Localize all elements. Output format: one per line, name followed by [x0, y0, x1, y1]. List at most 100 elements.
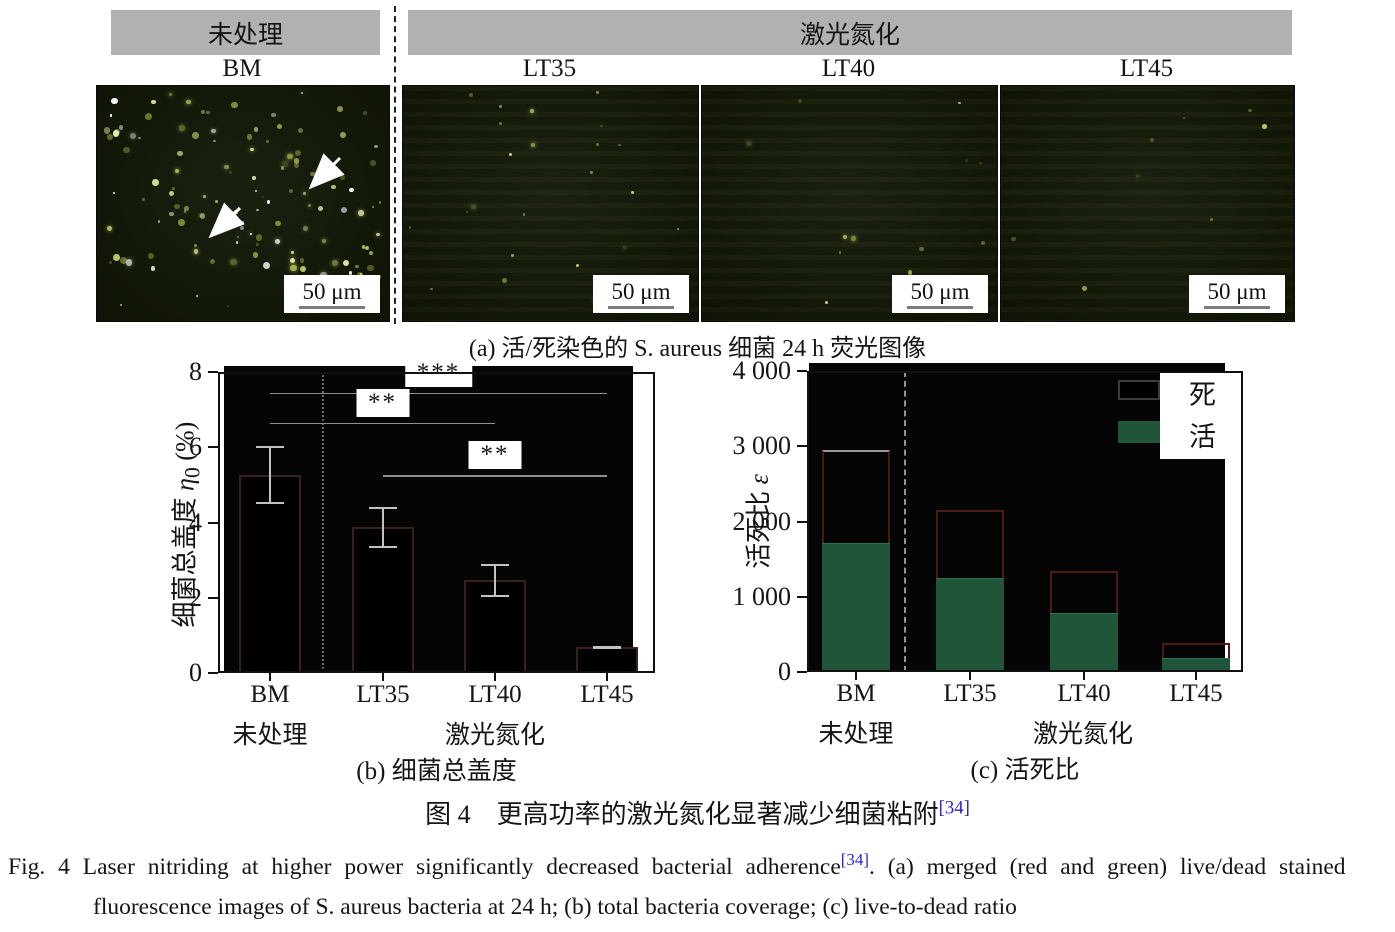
reference-superscript[interactable]: [34]	[938, 797, 970, 819]
speck	[262, 262, 270, 270]
y-tick-mark	[208, 371, 218, 373]
x-tick-mark	[1195, 672, 1197, 680]
speck	[595, 142, 600, 147]
speck	[174, 203, 180, 210]
bar-lt35	[352, 527, 414, 673]
speck	[838, 251, 842, 255]
legend-swatch-dead	[1118, 380, 1160, 400]
speck	[1248, 108, 1252, 113]
speck	[200, 109, 206, 114]
speck	[109, 114, 113, 117]
y-tick-mark	[797, 445, 807, 448]
speck	[368, 250, 374, 256]
error-bar-cap-bottom	[481, 594, 509, 597]
scale-bar-line	[907, 305, 973, 309]
speck	[300, 91, 303, 94]
scale-bar-lt45: 50 μm	[1189, 275, 1285, 313]
speck	[172, 186, 176, 190]
speck	[206, 110, 210, 115]
speck	[294, 150, 301, 157]
y-tick-label: 0	[778, 657, 791, 686]
speck	[275, 239, 281, 245]
speck	[530, 142, 535, 147]
speck	[378, 201, 382, 205]
speck	[120, 257, 128, 265]
speck	[169, 211, 174, 216]
speck	[298, 128, 304, 133]
legend-label-dead: 死	[1189, 380, 1216, 410]
speck	[290, 264, 297, 272]
panel-a-caption: (a) 活/死染色的 S. aureus 细菌 24 h 荧光图像	[468, 336, 927, 362]
y-tick-label: 8	[189, 357, 202, 386]
x-tick-mark	[969, 672, 971, 680]
speck	[192, 132, 199, 139]
speck	[623, 246, 627, 250]
micrograph-lt35: 50 μm	[402, 85, 699, 322]
speck	[150, 266, 156, 271]
speck	[290, 250, 294, 254]
live-bar-lt40	[1050, 612, 1118, 672]
micrograph-lt45: 50 μm	[1000, 85, 1295, 322]
speck	[255, 242, 260, 247]
x-tick-label-lt40: LT40	[1057, 680, 1111, 707]
speck	[471, 204, 476, 210]
scale-bar-line	[1204, 305, 1270, 309]
y-tick-label: 4 000	[732, 356, 792, 385]
speck	[267, 200, 271, 204]
group-header-laser-nitrided: 激光氮化	[408, 10, 1292, 55]
speck	[280, 166, 285, 170]
speck	[1210, 218, 1213, 221]
scale-bar-text: 50 μm	[1207, 278, 1267, 304]
speck	[253, 127, 258, 132]
speck	[111, 98, 118, 105]
speck	[249, 232, 253, 236]
y-tick-label: 2 000	[732, 506, 792, 536]
speck	[1136, 174, 1139, 178]
group-separator-dashed-line	[904, 371, 906, 672]
speck	[287, 153, 293, 160]
speck	[178, 219, 185, 227]
scale-bar-lt40: 50 μm	[892, 275, 988, 313]
speck	[271, 113, 276, 118]
speck	[120, 304, 123, 307]
speck	[630, 191, 634, 195]
figure-caption-english-line2: fluorescence images of S. aureus bacteri…	[93, 893, 1017, 920]
speck	[176, 150, 183, 157]
speck	[590, 170, 594, 174]
micrograph-label-bm: BM	[222, 55, 262, 82]
speck	[168, 92, 173, 97]
y-tick-mark	[208, 446, 218, 449]
reference-superscript[interactable]: [34]	[840, 850, 869, 869]
annotation-arrows	[208, 153, 345, 239]
speck	[226, 304, 230, 308]
speck	[596, 91, 600, 95]
live-bar-lt35	[936, 577, 1004, 672]
significance-label: **	[356, 388, 409, 417]
figure-caption-chinese-text: 图 4 更高功率的激光氮化显著减少细菌粘附	[425, 800, 939, 829]
speck	[235, 241, 239, 244]
speck	[138, 136, 142, 140]
y-tick-mark	[208, 672, 218, 674]
speck	[499, 122, 503, 126]
scale-bar-line	[299, 305, 365, 309]
scale-bar-bm: 50 μm	[284, 275, 380, 313]
speck	[290, 257, 296, 263]
speck	[193, 248, 199, 254]
speck	[145, 112, 153, 120]
speck	[195, 294, 199, 298]
scale-bar-lt35: 50 μm	[593, 275, 689, 313]
error-bar-cap-bottom	[369, 546, 397, 549]
error-bar-cap-bottom	[593, 647, 621, 650]
speck	[575, 263, 579, 267]
speck	[250, 147, 254, 152]
live-bar-lt45	[1162, 658, 1230, 672]
group-label-untreated: 未处理	[818, 721, 894, 748]
speck	[223, 164, 229, 170]
speck	[979, 161, 982, 165]
y-tick-mark	[797, 370, 807, 372]
speck	[430, 287, 433, 291]
speck	[169, 190, 175, 196]
speck	[299, 258, 305, 263]
speck	[409, 226, 412, 229]
speck	[107, 133, 114, 140]
